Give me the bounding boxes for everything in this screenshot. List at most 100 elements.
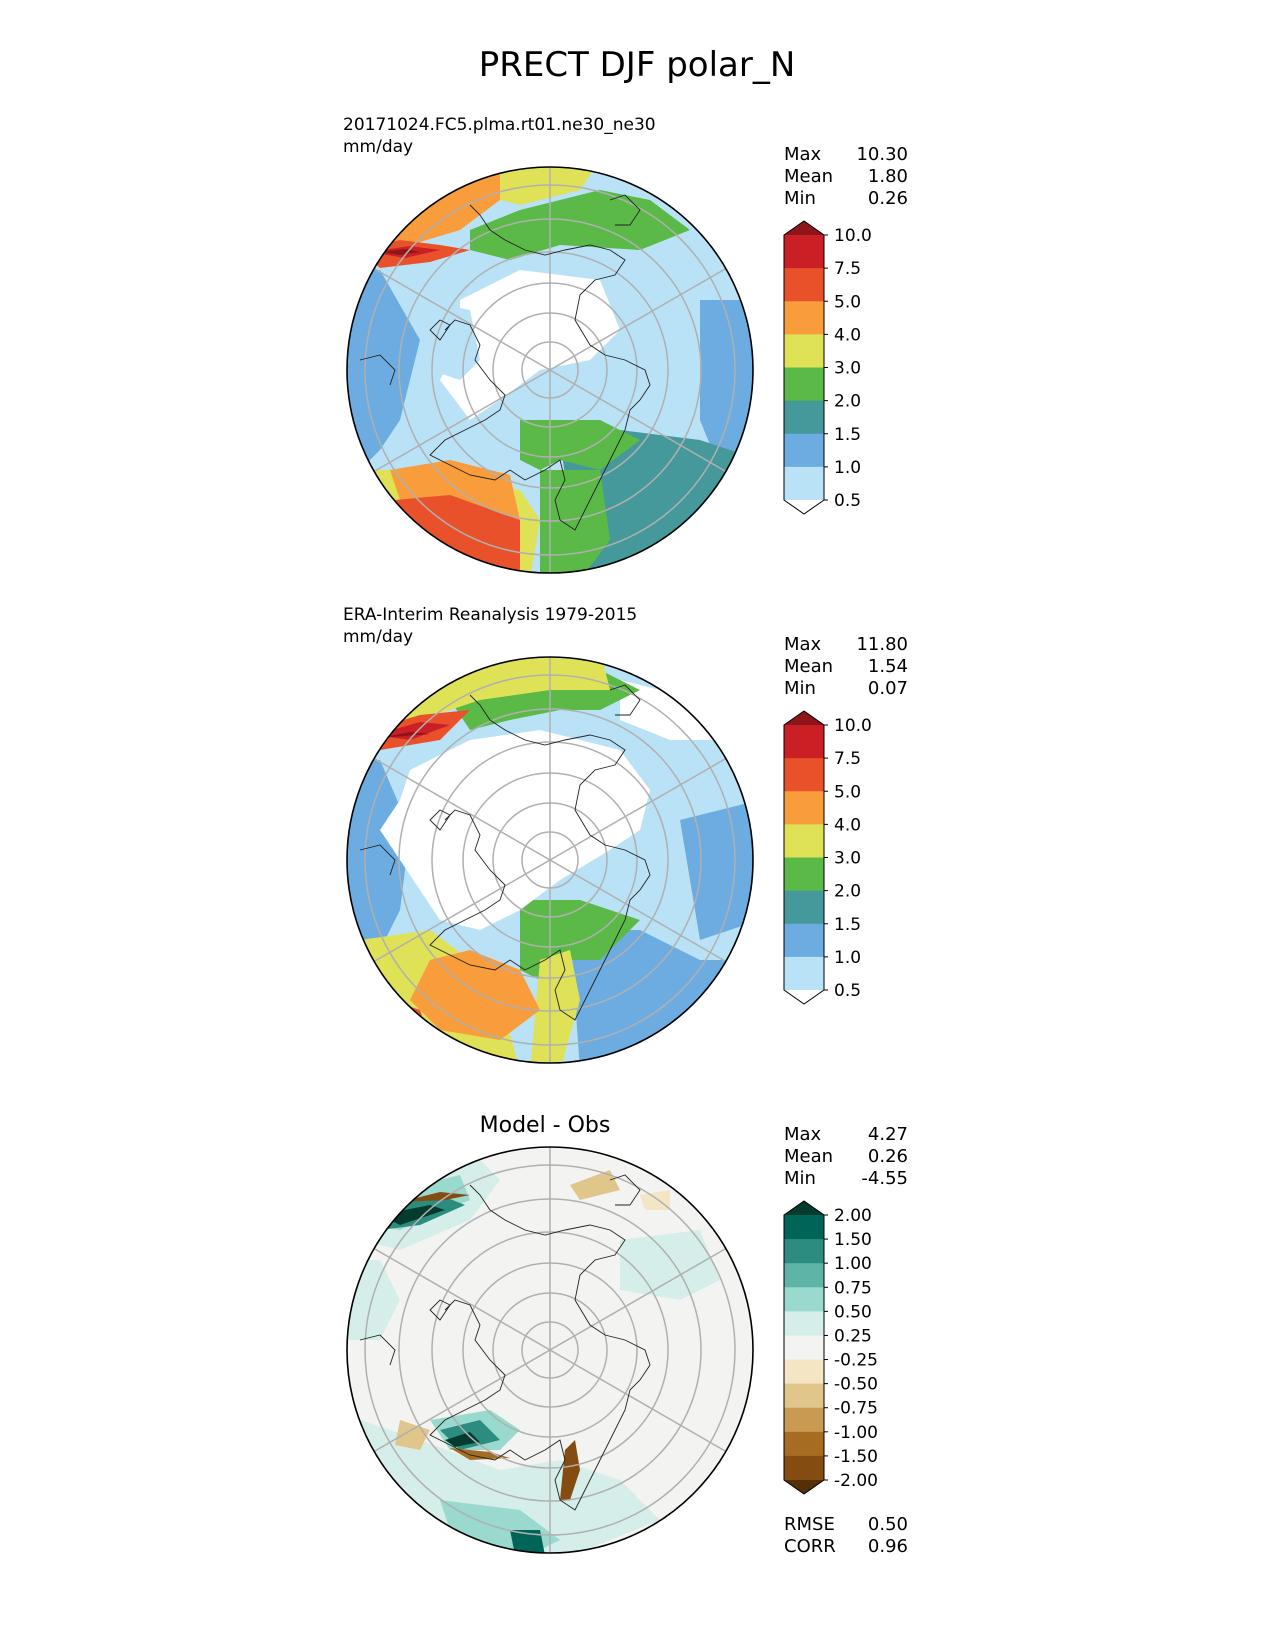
colorbar-segment (784, 725, 824, 759)
stat-value-mean: 1.54 (868, 656, 908, 677)
colorbar-segment (784, 758, 824, 792)
panel-title: 20171024.FC5.plma.rt01.ne30_ne30 (343, 115, 656, 135)
stats-block: Max 4.27 Mean 0.26 Min -4.55 (784, 1124, 908, 1189)
colorbar-tick-label: 1.50 (834, 1230, 872, 1250)
colorbar-tick-label: 0.5 (834, 491, 861, 511)
colorbar-tick-label: 1.0 (834, 458, 861, 478)
colorbar-tick-label: 2.0 (834, 392, 861, 412)
colorbar-tick-label: 3.0 (834, 359, 861, 379)
colorbar-segment (784, 466, 824, 501)
stat-value-min: 0.07 (868, 678, 908, 699)
colorbar-segment (784, 890, 824, 925)
metric-value-rmse: 0.50 (868, 1514, 908, 1535)
colorbar-segment (784, 301, 824, 335)
colorbar-segment (784, 367, 824, 402)
colorbar-tick-label: 1.00 (834, 1254, 872, 1274)
colorbar-tick-label: 3.0 (834, 849, 861, 869)
colorbar-tick-label: 1.5 (834, 425, 861, 445)
panel-title: ERA-Interim Reanalysis 1979-2015 (343, 605, 637, 625)
colorbar-tick-label: 0.75 (834, 1278, 872, 1298)
stat-value-mean: 1.80 (868, 166, 908, 187)
figure-title: PRECT DJF polar_N (479, 45, 796, 85)
colorbar-extend-min (784, 500, 824, 514)
metric-label-rmse: RMSE (784, 1514, 835, 1535)
colorbar-extend-max (784, 711, 824, 725)
colorbar-tick-label: -1.00 (834, 1423, 878, 1443)
colorbar-tick-label: -1.50 (834, 1447, 878, 1467)
colorbar-tick-label: 0.25 (834, 1326, 872, 1346)
colorbar-tick-label: 4.0 (834, 815, 861, 835)
colorbar-segment (784, 1215, 824, 1240)
metrics-block: RMSE 0.50 CORR 0.96 (784, 1514, 908, 1557)
colorbar-segment (784, 1263, 824, 1288)
panel-diff: Model - Obs (346, 1113, 908, 1557)
stat-label-min: Min (784, 1168, 816, 1189)
colorbar-segment (784, 1455, 824, 1481)
colorbar-extend-max (784, 1201, 824, 1215)
colorbar: 10.0 7.5 5.0 4.0 3.0 2.0 1.5 1.0 0.5 (783, 710, 872, 1005)
stat-label-min: Min (784, 678, 816, 699)
panel-test: 20171024.FC5.plma.rt01.ne30_ne30 mm/day (343, 115, 908, 574)
stat-value-mean: 0.26 (868, 1146, 908, 1167)
colorbar-segment (784, 857, 824, 892)
panel-reference: ERA-Interim Reanalysis 1979-2015 mm/day (343, 605, 908, 1064)
colorbar-extend-min (784, 990, 824, 1004)
stat-label-mean: Mean (784, 166, 833, 187)
stat-label-max: Max (784, 1124, 822, 1145)
polar-map (347, 167, 753, 573)
colorbar-segment (784, 956, 824, 991)
colorbar-segment (784, 923, 824, 958)
colorbar-tick-label: 7.5 (834, 259, 861, 279)
colorbar-segment (784, 1359, 824, 1385)
colorbar-extend-max (784, 221, 824, 235)
panel-units: mm/day (343, 137, 413, 157)
colorbar-segment (784, 1335, 824, 1361)
colorbar-segment (784, 400, 824, 435)
colorbar-tick-label: -0.50 (834, 1375, 878, 1395)
colorbar-tick-label: 2.00 (834, 1206, 872, 1226)
colorbar: 2.00 1.50 1.00 0.75 0.50 0.25 -0.25 -0.50 -0.75 -… (783, 1200, 878, 1495)
colorbar-tick-label: 4.0 (834, 325, 861, 345)
colorbar-extend-min (784, 1480, 824, 1494)
stat-label-max: Max (784, 144, 822, 165)
colorbar-tick-label: 7.5 (834, 749, 861, 769)
panel-title: Model - Obs (480, 1113, 611, 1138)
colorbar-tick-label: -0.75 (834, 1399, 878, 1419)
stat-label-min: Min (784, 188, 816, 209)
colorbar-segment (784, 334, 824, 368)
colorbar-tick-label: 5.0 (834, 782, 861, 802)
colorbar-tick-label: 2.0 (834, 882, 861, 902)
polar-map (347, 657, 753, 1063)
colorbar-segment (784, 1311, 824, 1336)
colorbar-segment (784, 235, 824, 269)
colorbar: 10.0 7.5 5.0 4.0 3.0 2.0 1.5 1.0 0.5 (783, 220, 872, 515)
stat-value-min: 0.26 (868, 188, 908, 209)
colorbar-segment (784, 824, 824, 858)
colorbar-tick-label: 1.0 (834, 948, 861, 968)
stats-block: Max 10.30 Mean 1.80 Min 0.26 (784, 144, 908, 209)
colorbar-tick-label: 10.0 (834, 226, 872, 246)
colorbar-segment (784, 1407, 824, 1433)
colorbar-tick-label: 1.5 (834, 915, 861, 935)
colorbar-segment (784, 268, 824, 302)
colorbar-segment (784, 791, 824, 825)
panel-units: mm/day (343, 627, 413, 647)
stat-label-mean: Mean (784, 656, 833, 677)
colorbar-tick-label: 0.5 (834, 981, 861, 1001)
stat-label-mean: Mean (784, 1146, 833, 1167)
colorbar-tick-label: -2.00 (834, 1471, 878, 1491)
stat-label-max: Max (784, 634, 822, 655)
colorbar-segment (784, 433, 824, 468)
polar-map (347, 1147, 753, 1553)
metric-label-corr: CORR (784, 1536, 836, 1557)
stat-value-min: -4.55 (861, 1168, 908, 1189)
metric-value-corr: 0.96 (868, 1536, 908, 1557)
stat-value-max: 4.27 (868, 1124, 908, 1145)
stat-value-max: 11.80 (856, 634, 908, 655)
colorbar-tick-label: 0.50 (834, 1302, 872, 1322)
colorbar-segment (784, 1383, 824, 1409)
colorbar-segment (784, 1287, 824, 1312)
colorbar-segment (784, 1239, 824, 1264)
colorbar-tick-label: 5.0 (834, 292, 861, 312)
